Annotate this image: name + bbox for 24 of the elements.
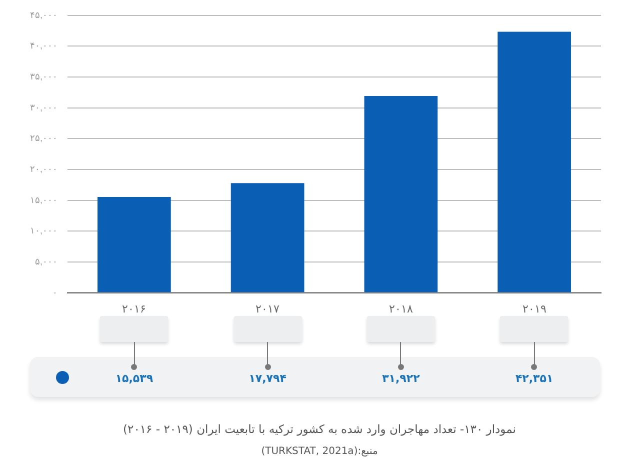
bar — [98, 197, 171, 292]
y-tick-label: ۱۰,۰۰۰ — [30, 226, 58, 236]
bar — [498, 32, 571, 292]
y-tick-label: ۵,۰۰۰ — [34, 256, 58, 266]
y-tick-label: ۲۰,۰۰۰ — [30, 164, 58, 174]
x-tick-label: ۲۰۱۶ — [122, 303, 146, 316]
data-label: ۴۲,۳۵۱ — [515, 372, 554, 385]
text: منبع:(TURKSTAT, 2021a) — [260, 446, 379, 457]
y-tick-label: ۴۰,۰۰۰ — [30, 40, 58, 51]
x-tick-label: ۲۰۱۷ — [256, 303, 280, 316]
x-tick-label: ۲۰۱۸ — [388, 303, 413, 316]
y-tick-label: ۳۵,۰۰۰ — [30, 72, 58, 82]
y-tick-label: ۰ — [52, 287, 58, 298]
data-label: ۱۵,۵۳۹ — [115, 372, 154, 385]
text: نمودار ۱۳۰- تعداد مهاجران وارد شده به کشور ترکیه با تابعیت ایران (۲۰۱۹ - ۲۰۱۶) — [122, 422, 517, 436]
bar — [364, 96, 438, 292]
data-label: ۱۷,۷۹۴ — [248, 372, 287, 385]
y-tick-label: ۳۰,۰۰۰ — [30, 102, 58, 112]
y-tick-label: ۲۵,۰۰۰ — [30, 133, 58, 144]
data-label: ۳۱,۹۲۲ — [382, 372, 420, 385]
y-tick-label: ۱۵,۰۰۰ — [30, 194, 58, 205]
x-tick-label: ۲۰۱۹ — [522, 303, 546, 316]
bar — [230, 183, 304, 292]
y-tick-label: ۴۵,۰۰۰ — [30, 10, 58, 20]
